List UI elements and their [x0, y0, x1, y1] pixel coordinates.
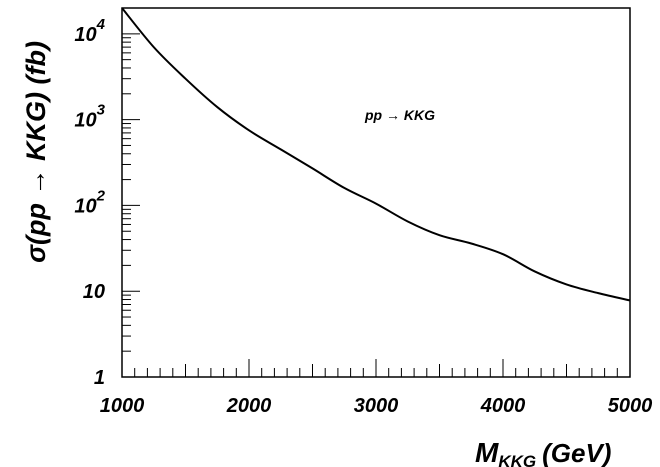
- y-tick-base: 10: [74, 110, 96, 132]
- y-tick-base: 10: [83, 281, 105, 303]
- y-tick-exponent: 4: [96, 16, 106, 33]
- series-line: [121, 7, 631, 302]
- x-axis-title-subscript: KKG: [498, 452, 536, 467]
- chart-annotation: pp → KKG: [364, 107, 435, 123]
- x-tick-label: 1000: [100, 395, 145, 417]
- y-tick-label: 103: [74, 102, 105, 132]
- y-tick-exponent: 2: [96, 187, 106, 204]
- y-tick-label: 102: [74, 187, 105, 217]
- x-tick-label: 5000: [608, 395, 653, 417]
- x-axis-ticks: [121, 359, 631, 377]
- y-axis-ticks: [122, 7, 140, 378]
- y-tick-base: 10: [74, 195, 96, 217]
- y-tick-label: 10: [83, 281, 105, 303]
- x-axis-title: MKKG (GeV): [475, 437, 611, 467]
- y-tick-label: 1: [94, 367, 105, 389]
- y-tick-base: 10: [74, 24, 96, 46]
- x-tick-labels: 1000 2000 3000 4000 5000: [100, 395, 653, 417]
- x-tick-label: 2000: [226, 395, 272, 417]
- plot-frame: [121, 7, 631, 378]
- y-axis-title: σ(pp → KKG) (fb): [21, 41, 51, 263]
- x-axis-title-main: M: [475, 437, 499, 467]
- x-tick-label: 4000: [480, 395, 526, 417]
- x-tick-label: 3000: [354, 395, 399, 417]
- y-tick-base: 1: [94, 367, 105, 389]
- x-axis-title-unit: (GeV): [542, 438, 611, 467]
- y-tick-exponent: 3: [97, 102, 106, 119]
- y-tick-label: 104: [74, 16, 105, 46]
